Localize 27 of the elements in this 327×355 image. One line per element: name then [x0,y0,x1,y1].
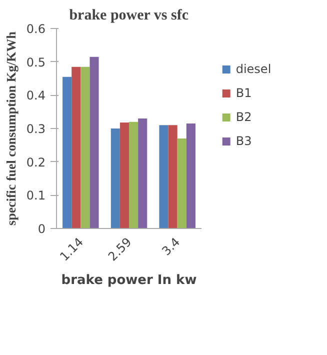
y-tick-label: 0 [38,222,46,236]
bar [168,125,178,228]
legend-label: diesel [236,62,272,76]
x-axis-title: brake power In kw [61,272,197,288]
y-axis-title: specific fuel consumption Kg/KWh [3,30,18,226]
x-tick-label: 3.4 [159,234,183,258]
bar [159,125,168,228]
legend-label: B1 [236,86,253,100]
bar [72,66,81,228]
bar [62,76,72,228]
y-tick-label: 0.3 [26,122,46,136]
legend-label: B2 [236,110,253,124]
legend-label: B3 [236,134,253,148]
bar [110,128,120,228]
y-tick-label: 0.1 [26,188,46,203]
y-tick-label: 0.4 [26,88,46,103]
bar [138,118,148,228]
y-tick-label: 0.6 [26,22,46,36]
bar [90,56,99,228]
bar [177,138,186,228]
bar [129,122,138,228]
y-tick-label: 0.5 [26,55,46,70]
y-tick-label: 0.2 [26,155,46,170]
bar [186,124,196,228]
chart-title: brake power vs sfc [69,8,189,24]
bar [120,122,129,228]
bar [80,66,90,228]
